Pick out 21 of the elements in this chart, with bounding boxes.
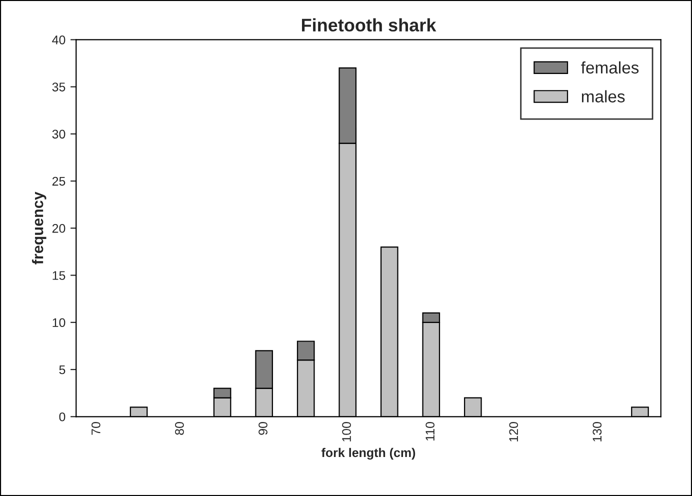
x-tick-label: 130 [592,422,602,442]
y-axis-title: frequency [32,192,46,264]
x-tick-label: 120 [509,422,518,442]
y-tick-label: 5 [59,365,66,374]
legend-label: males [582,90,625,102]
y-tick-label: 40 [52,35,66,44]
x-tick-label: 110 [426,422,434,440]
x-tick-label: 80 [175,422,184,435]
x-tick-label: 70 [92,422,100,435]
y-tick-label: 20 [52,224,66,233]
x-tick-label: 90 [258,422,268,435]
y-tick-label: 10 [52,318,66,328]
y-tick-label: 0 [59,412,66,422]
legend-label: females [581,61,639,74]
y-tick-label: 35 [52,82,66,92]
chart-title: Finetooth shark [302,18,436,32]
y-tick-label: 15 [52,271,66,280]
x-axis-title: fork length (cm) [321,448,416,460]
x-tick-label: 100 [342,422,351,442]
y-tick-label: 25 [52,176,66,186]
y-tick-label: 30 [52,130,66,139]
